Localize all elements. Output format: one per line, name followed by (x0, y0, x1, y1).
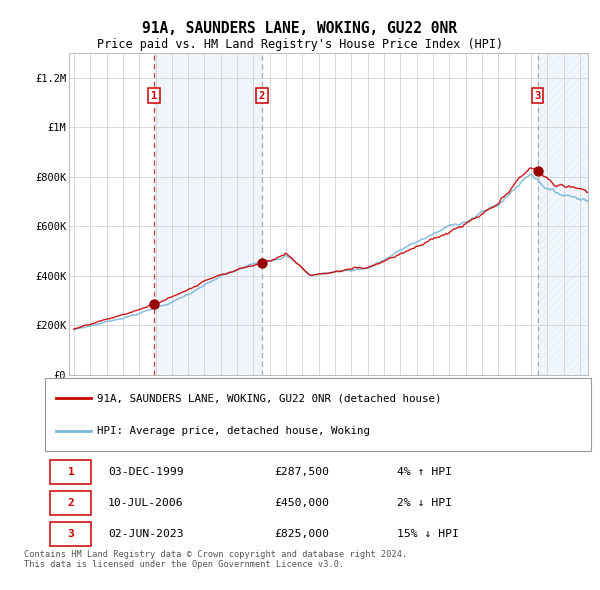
Text: 91A, SAUNDERS LANE, WOKING, GU22 0NR: 91A, SAUNDERS LANE, WOKING, GU22 0NR (143, 21, 458, 36)
Text: 1: 1 (151, 90, 157, 100)
Text: 3: 3 (535, 90, 541, 100)
Text: £287,500: £287,500 (274, 467, 329, 477)
Text: 02-JUN-2023: 02-JUN-2023 (108, 529, 184, 539)
Text: 15% ↓ HPI: 15% ↓ HPI (397, 529, 459, 539)
FancyBboxPatch shape (45, 378, 591, 451)
Text: 4% ↑ HPI: 4% ↑ HPI (397, 467, 452, 477)
Text: £825,000: £825,000 (274, 529, 329, 539)
Text: Price paid vs. HM Land Registry's House Price Index (HPI): Price paid vs. HM Land Registry's House … (97, 38, 503, 51)
Text: This data is licensed under the Open Government Licence v3.0.: This data is licensed under the Open Gov… (24, 560, 344, 569)
Text: 2: 2 (68, 498, 74, 508)
Text: 1: 1 (68, 467, 74, 477)
Text: Contains HM Land Registry data © Crown copyright and database right 2024.: Contains HM Land Registry data © Crown c… (24, 550, 407, 559)
Text: 03-DEC-1999: 03-DEC-1999 (108, 467, 184, 477)
Text: 3: 3 (68, 529, 74, 539)
FancyBboxPatch shape (50, 523, 91, 546)
Text: 10-JUL-2006: 10-JUL-2006 (108, 498, 184, 508)
FancyBboxPatch shape (50, 460, 91, 484)
Text: HPI: Average price, detached house, Woking: HPI: Average price, detached house, Woki… (97, 426, 370, 435)
Bar (538, 53, 588, 375)
Bar (154, 53, 262, 375)
Text: 2: 2 (259, 90, 265, 100)
FancyBboxPatch shape (50, 491, 91, 514)
Text: 2% ↓ HPI: 2% ↓ HPI (397, 498, 452, 508)
Text: £450,000: £450,000 (274, 498, 329, 508)
Text: 91A, SAUNDERS LANE, WOKING, GU22 0NR (detached house): 91A, SAUNDERS LANE, WOKING, GU22 0NR (de… (97, 394, 442, 403)
